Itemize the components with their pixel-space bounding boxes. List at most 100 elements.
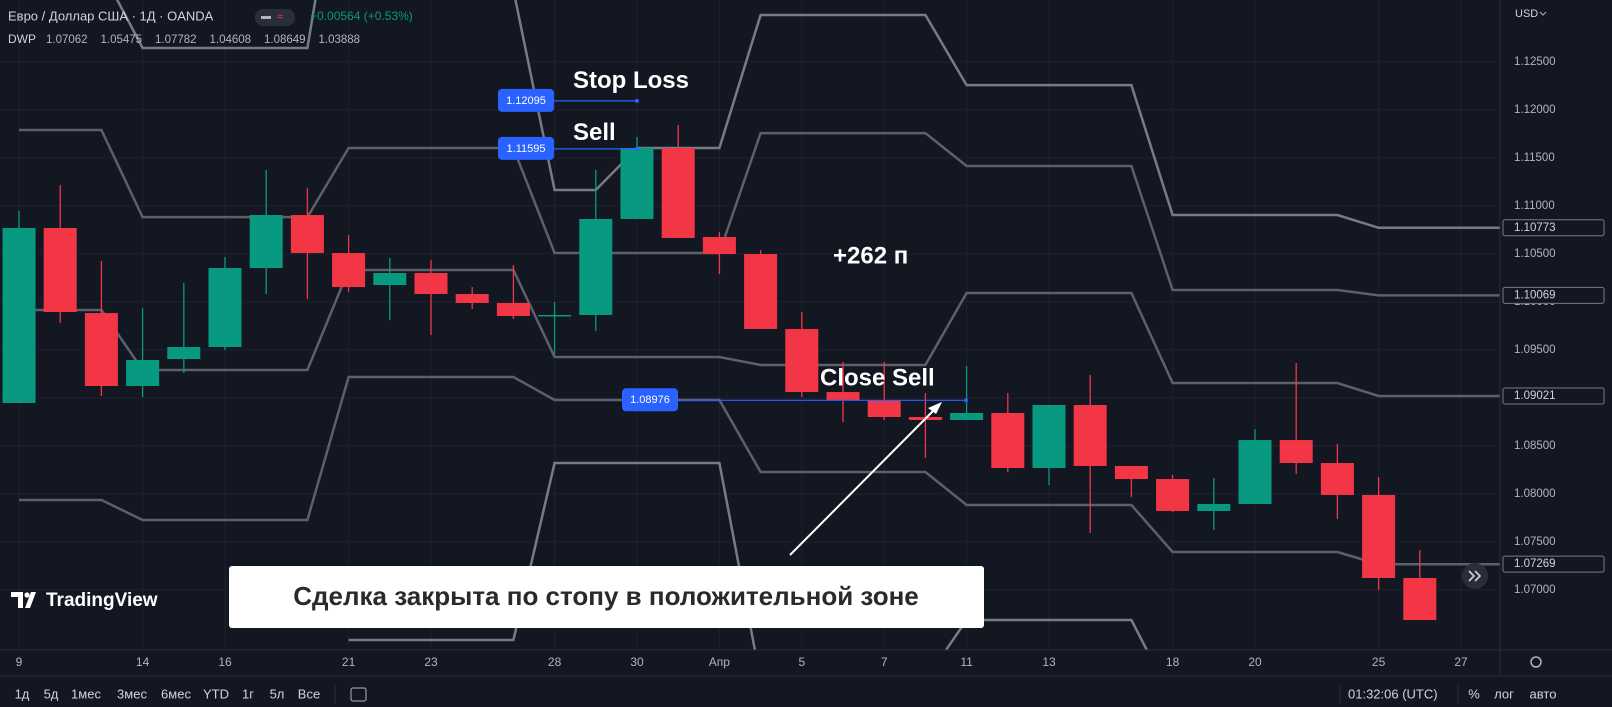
scale-option[interactable]: %	[1468, 686, 1480, 701]
price-marker-label: 1.10773	[1514, 222, 1556, 234]
logo[interactable]: TradingView	[46, 590, 158, 611]
x-tick-label: 18	[1166, 655, 1180, 669]
y-tick-label: 1.10500	[1514, 248, 1556, 260]
y-tick-label: 1.12500	[1514, 56, 1556, 68]
x-tick-label: 7	[881, 655, 888, 669]
trade-label: Stop Loss	[573, 67, 689, 94]
x-tick-label: 16	[218, 655, 232, 669]
scroll-icon	[1468, 570, 1482, 582]
trade-line-end	[964, 398, 968, 403]
range-button[interactable]: 6мес	[161, 686, 191, 701]
settings-button[interactable]	[1530, 656, 1542, 668]
y-tick-label: 1.11000	[1514, 200, 1555, 212]
candle-body	[991, 412, 1025, 468]
plot-area	[2, 0, 1500, 650]
symbol-title[interactable]: Евро / Доллар США · 1Д · OANDA	[8, 8, 214, 23]
x-tick-label: 30	[630, 655, 644, 669]
indicator-value: 1.04608	[210, 34, 252, 46]
candle-body	[1197, 503, 1231, 511]
candle-body	[1238, 440, 1272, 504]
x-tick-label: 23	[424, 655, 438, 669]
candle-body	[290, 215, 324, 254]
candle-body	[785, 328, 819, 393]
price-change: +0.00564 (+0.53%)	[310, 9, 413, 23]
y-tick-label: 1.09500	[1514, 344, 1556, 356]
y-tick-label: 1.08500	[1514, 440, 1556, 452]
range-button[interactable]: 5д	[44, 686, 59, 701]
x-tick-label: 5	[798, 655, 805, 669]
candle-body	[867, 400, 901, 418]
logo-icon	[11, 592, 36, 608]
range-button[interactable]: 1мес	[71, 686, 101, 701]
indicator-value: 1.05475	[101, 34, 143, 46]
indicator-value: 1.07062	[46, 34, 88, 46]
range-button[interactable]: 1д	[15, 686, 30, 701]
price-axis: 1.070001.075001.080001.085001.090001.095…	[1502, 56, 1605, 596]
candle-body	[661, 148, 695, 238]
y-tick-label: 1.07500	[1514, 536, 1556, 548]
price-marker-label: 1.07269	[1514, 558, 1556, 570]
candle-body	[950, 412, 984, 420]
indicator-name[interactable]: DWP	[8, 32, 36, 46]
band-line	[115, 0, 317, 50]
x-tick-label: 20	[1248, 655, 1262, 669]
clock: 01:32:06 (UTC)	[1348, 686, 1438, 701]
candle-body	[579, 218, 613, 315]
band-line	[514, 0, 1500, 230]
x-tick-label: 27	[1454, 655, 1468, 669]
candle-body	[826, 392, 860, 401]
candle-body	[2, 227, 36, 403]
range-button[interactable]: YTD	[203, 686, 229, 701]
price-marker	[1502, 555, 1605, 573]
candle-body	[84, 313, 118, 387]
trade-label: Close Sell	[820, 365, 935, 392]
trade-price: 1.12095	[506, 95, 546, 107]
candle-body	[1073, 405, 1107, 466]
toggle[interactable]	[255, 9, 295, 26]
trade-price-box[interactable]	[622, 388, 678, 412]
candle-body	[455, 294, 489, 303]
trade-price-box[interactable]	[498, 88, 554, 112]
candle-body	[373, 273, 407, 286]
currency[interactable]: USD	[1515, 8, 1538, 20]
candle-body	[167, 347, 201, 360]
candle-body	[249, 215, 283, 269]
message: Сделка закрыта по стопу в положительной …	[293, 581, 919, 611]
range-button[interactable]: 5л	[270, 686, 285, 701]
range-button[interactable]: 3мес	[117, 686, 147, 701]
band-line	[348, 461, 1149, 650]
y-tick-label: 1.11500	[1514, 152, 1555, 164]
y-tick-label: 1.12000	[1514, 104, 1556, 116]
x-tick-label: 11	[960, 655, 973, 669]
date-range-button[interactable]	[350, 687, 367, 702]
arrow	[789, 405, 939, 556]
dropdown-icon	[1539, 11, 1547, 16]
price-marker	[1502, 219, 1605, 237]
toggle-icon: ≈	[277, 11, 283, 23]
indicator-value: 1.08649	[264, 34, 306, 46]
candle-body	[1403, 578, 1437, 621]
candle-body	[126, 359, 160, 387]
x-tick-label: 9	[16, 655, 23, 669]
trade-price: 1.08976	[630, 394, 670, 406]
candle-body	[702, 237, 736, 255]
candle-body	[414, 273, 448, 295]
range-button[interactable]: Все	[298, 686, 320, 701]
scale-option[interactable]: лог	[1494, 686, 1514, 701]
candle-body	[208, 268, 242, 348]
candle-body	[1362, 494, 1396, 579]
candle-body	[620, 148, 654, 219]
profit-annotation: +262 п	[833, 242, 908, 269]
x-tick-label: 25	[1372, 655, 1386, 669]
logo-icon	[24, 592, 30, 598]
candle-body	[43, 227, 77, 312]
range-button[interactable]: 1г	[242, 686, 254, 701]
price-marker	[1502, 387, 1605, 405]
toggle-icon	[261, 16, 271, 19]
x-tick-label: 14	[136, 655, 150, 669]
trade-price-box[interactable]	[498, 136, 554, 160]
indicator-value: 1.03888	[319, 34, 361, 46]
scale-option[interactable]: авто	[1530, 686, 1557, 701]
